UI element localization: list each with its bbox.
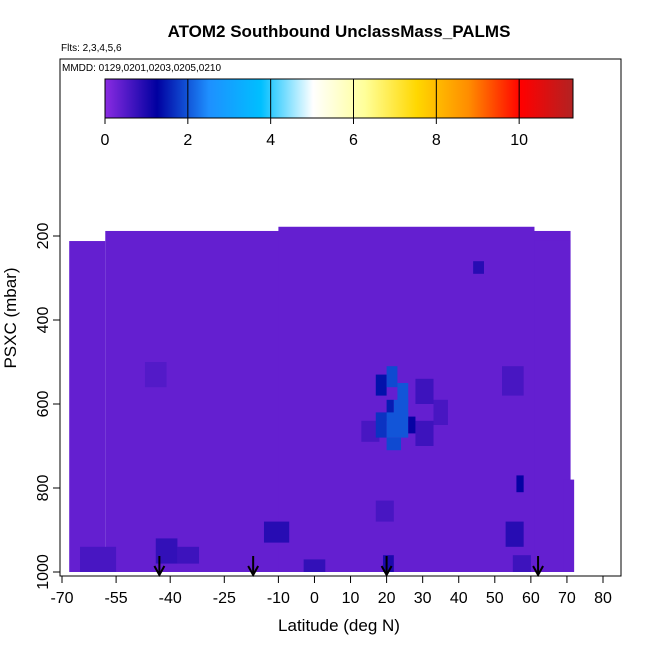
heatmap-cell [263,521,290,543]
heatmap-cell [80,546,117,572]
heatmap-cell [516,475,524,493]
colorbar-tick-label: 6 [349,132,358,149]
y-axis: 200 400 600 800 1000 [35,223,60,590]
heatmap-cell [144,362,167,388]
heatmap-layer [69,226,575,573]
chart-title: ATOM2 Southbound UnclassMass_PALMS [168,22,511,41]
heatmap-cell [502,366,524,396]
plot-frame [59,58,622,577]
flight-arrow [153,556,166,578]
x-tick-label: 40 [450,590,468,607]
x-tick-label: 30 [414,590,432,607]
y-tick-label: 200 [35,223,52,250]
x-tick-label: -70 [50,590,73,607]
heatmap-cell [386,437,402,451]
flight-arrow [380,556,393,578]
heatmap-cell [415,378,434,404]
heatmap-cell [155,538,178,564]
x-tick-label: 20 [378,590,396,607]
heatmap-cell [433,399,448,425]
heatmap-cell [386,366,398,388]
heatmap-cell [386,399,394,421]
heatmap-cell [375,412,387,438]
heatmap-cell [512,555,531,572]
x-tick-label: 70 [558,590,576,607]
heatmap-cell [415,420,434,446]
x-tick-label: 50 [486,590,504,607]
y-tick-label: 400 [35,307,52,334]
colorbar-bar [104,78,574,119]
heatmap-background [563,479,575,572]
flight-arrow [247,556,260,578]
heatmap-cell [408,416,416,434]
flights-label: Flts: 2,3,4,5,6 [61,43,122,54]
heatmap-cell [361,420,380,442]
heatmap-cell [505,521,524,547]
x-tick-label: -55 [105,590,128,607]
x-tick-label: -10 [267,590,290,607]
x-tick-label: 0 [310,590,319,607]
heatmap-cell [382,555,394,572]
x-axis-label: Latitude (deg N) [278,616,400,635]
colorbar-tick-label: 10 [510,132,528,149]
dates-label: MMDD: 0129,0201,0203,0205,0210 [62,63,221,74]
x-axis: -70 -55 -40 -25 -10 0 10 20 30 40 50 60 70 80 [50,576,612,607]
heatmap-cell [386,412,409,438]
heatmap-background [69,241,106,573]
heatmap-cell [473,261,484,274]
colorbar-tick-label: 0 [101,132,110,149]
heatmap-cell [375,500,394,522]
heatmap-cell [397,383,409,404]
colorbar-tick-label: 8 [432,132,441,149]
colorbar-tick-label: 4 [266,132,275,149]
x-tick-label: -25 [213,590,236,607]
x-tick-label: 60 [522,590,540,607]
y-tick-label: 1000 [35,554,52,590]
y-tick-label: 800 [35,475,52,502]
flight-arrow [532,556,544,578]
colorbar-tick-label: 2 [183,132,192,149]
flight-arrows [153,556,544,578]
x-tick-label: 10 [342,590,360,607]
x-tick-label: 80 [594,590,612,607]
y-tick-label: 600 [35,391,52,418]
colorbar-ticks: 0 2 4 6 8 10 [101,79,528,149]
heatmap-cell [375,374,387,396]
x-tick-label: -40 [159,590,182,607]
colorbar: 0 2 4 6 8 10 [101,78,574,149]
heatmap-cell [177,546,200,564]
heatmap-cell [303,559,326,572]
y-axis-label: PSXC (mbar) [1,267,20,368]
